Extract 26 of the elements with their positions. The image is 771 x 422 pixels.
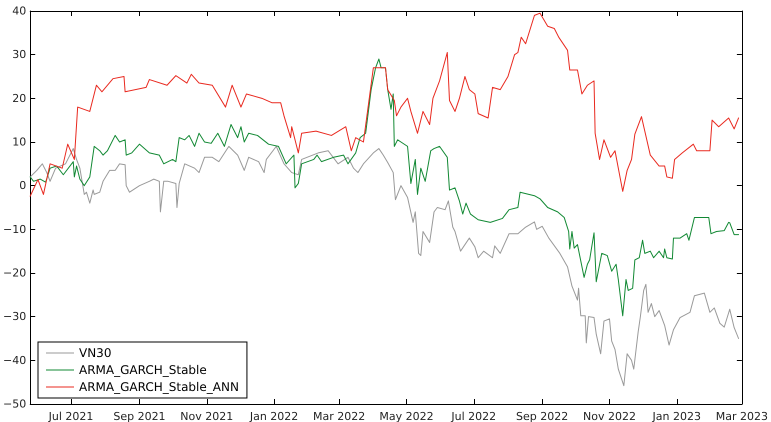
y-tick-label: −30 (2, 310, 26, 324)
y-tick-label: −10 (2, 222, 26, 236)
y-tick-label: 20 (12, 92, 26, 105)
x-tick-label: Jan 2023 (652, 410, 702, 422)
y-tick-label: 30 (12, 48, 26, 62)
x-tick-label: Mar 2023 (716, 410, 768, 422)
legend-label: ARMA_GARCH_Stable (79, 363, 207, 377)
x-tick-label: Jul 2021 (48, 410, 94, 422)
line-series (30, 12, 740, 197)
x-tick-label: Sep 2021 (113, 410, 166, 422)
x-tick-label: Nov 2021 (180, 410, 234, 422)
x-tick-label: Nov 2022 (582, 410, 636, 422)
legend-label: ARMA_GARCH_Stable_ANN (79, 380, 239, 394)
y-tick-label: −40 (2, 354, 26, 367)
x-tick-label: May 2022 (379, 410, 434, 422)
y-tick-label: 0 (19, 179, 26, 192)
x-tick-label: Mar 2022 (313, 410, 366, 422)
y-tick-label: −50 (2, 398, 26, 410)
line-series (30, 58, 740, 316)
x-tick-label: Sep 2022 (516, 410, 568, 422)
y-tick-label: 10 (12, 136, 26, 148)
y-tick-label: 40 (12, 4, 26, 18)
x-tick-label: Jul 2022 (450, 410, 496, 422)
x-tick-label: Jan 2022 (248, 410, 298, 422)
legend-label: VN30 (79, 346, 112, 360)
y-tick-label: −20 (2, 266, 26, 280)
